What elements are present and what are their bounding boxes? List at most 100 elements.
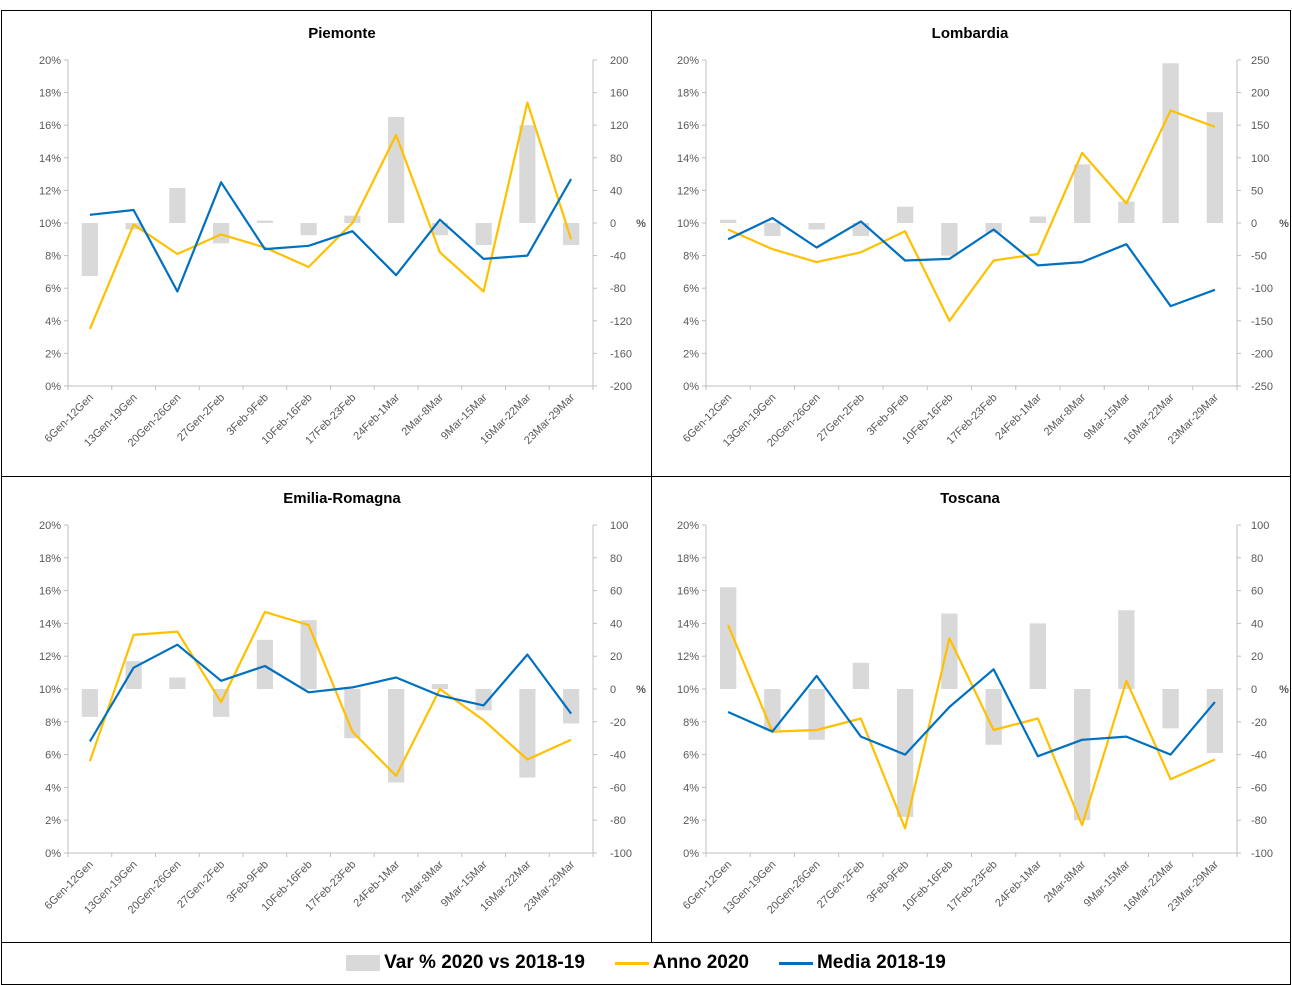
toscana-right-axis-label: % bbox=[1279, 684, 1289, 696]
lombardia-right-axis-label: % bbox=[1279, 218, 1289, 230]
lombardia-bar-var bbox=[1118, 201, 1135, 223]
emilia-romagna-left-tick-label: 8% bbox=[45, 717, 61, 729]
emilia-romagna-right-tick-label: -20 bbox=[610, 717, 626, 729]
piemonte-right-tick-label: -120 bbox=[610, 316, 632, 328]
emilia-romagna-right-tick-label: -80 bbox=[610, 815, 626, 827]
toscana-line-media-2018-19 bbox=[727, 668, 1216, 758]
piemonte-left-tick-label: 16% bbox=[39, 120, 61, 132]
piemonte-bar-var bbox=[213, 223, 230, 244]
emilia-romagna-bar-var bbox=[169, 677, 186, 689]
piemonte-bar-var bbox=[563, 223, 580, 246]
emilia-romagna-x-tick-label: 3Feb-9Feb bbox=[224, 859, 271, 906]
emilia-romagna-left-tick-label: 18% bbox=[39, 553, 61, 565]
emilia-romagna-left-tick-label: 10% bbox=[39, 684, 61, 696]
lombardia-left-tick-label: 10% bbox=[677, 218, 699, 230]
toscana-left-tick-label: 14% bbox=[677, 618, 699, 630]
lombardia-left-tick-label: 8% bbox=[683, 251, 699, 263]
piemonte-left-tick-label: 14% bbox=[39, 153, 61, 165]
piemonte-left-tick-label: 12% bbox=[39, 185, 61, 197]
toscana-x-tick-label: 24Feb-1Mar bbox=[993, 858, 1044, 909]
lombardia-right-tick-label: 50 bbox=[1251, 185, 1263, 197]
lombardia-left-tick-label: 18% bbox=[677, 88, 699, 100]
toscana-bar-var bbox=[1162, 689, 1179, 729]
piemonte-bar-var bbox=[388, 117, 405, 223]
toscana-bar-var bbox=[1206, 689, 1224, 753]
lombardia-left-tick-label: 2% bbox=[683, 348, 699, 360]
emilia-romagna-right-tick-label: 60 bbox=[610, 586, 622, 598]
toscana-right-tick-label: 40 bbox=[1251, 618, 1263, 630]
emilia-romagna-bar-var bbox=[300, 620, 317, 689]
lombardia-line-media-2018-19 bbox=[727, 217, 1216, 308]
toscana-right-tick-label: -40 bbox=[1251, 750, 1267, 762]
lombardia-bar-var bbox=[896, 206, 914, 223]
legend-bar-label: Var % 2020 vs 2018-19 bbox=[384, 952, 585, 973]
legend-item-media: Media 2018-19 bbox=[778, 952, 946, 974]
emilia-romagna-left-tick-label: 2% bbox=[45, 815, 61, 827]
piemonte-right-tick-label: 200 bbox=[610, 55, 628, 67]
piemonte-bar-var bbox=[81, 223, 98, 276]
piemonte-x-tick-label: 3Feb-9Feb bbox=[224, 392, 271, 439]
toscana-left-tick-label: 4% bbox=[683, 782, 699, 794]
lombardia-left-tick-label: 6% bbox=[683, 283, 699, 295]
emilia-romagna-left-tick-label: 16% bbox=[39, 586, 61, 598]
emilia-romagna-x-tick-label: 24Feb-1Mar bbox=[351, 858, 402, 909]
toscana-right-tick-label: -80 bbox=[1251, 815, 1267, 827]
piemonte-title: Piemonte bbox=[308, 25, 376, 42]
toscana-bar-var bbox=[1029, 623, 1047, 689]
toscana-line-anno-2020 bbox=[727, 624, 1216, 830]
lombardia-right-tick-label: 0 bbox=[1251, 218, 1257, 230]
emilia-romagna-left-tick-label: 4% bbox=[45, 782, 61, 794]
lombardia-left-tick-label: 12% bbox=[677, 185, 699, 197]
toscana-bar-var bbox=[985, 689, 1002, 745]
toscana-bar-var bbox=[719, 587, 737, 689]
toscana-left-tick-label: 10% bbox=[677, 684, 699, 696]
piemonte-right-tick-label: 120 bbox=[610, 120, 628, 132]
piemonte-bar-var bbox=[344, 215, 361, 223]
piemonte-line-media-2018-19 bbox=[89, 178, 573, 293]
piemonte-right-tick-label: -80 bbox=[610, 283, 626, 295]
toscana-x-tick-label: 27Gen-2Feb bbox=[815, 859, 867, 911]
emilia-romagna-bar-var bbox=[344, 689, 361, 739]
piemonte-x-tick-label: 2Mar-8Mar bbox=[399, 391, 446, 438]
emilia-romagna-bar-var bbox=[125, 661, 142, 689]
emilia-romagna-left-tick-label: 6% bbox=[45, 750, 61, 762]
emilia-romagna-title: Emilia-Romagna bbox=[283, 490, 401, 507]
emilia-romagna-bar-var bbox=[431, 684, 448, 689]
legend-item-bar: Var % 2020 vs 2018-19 bbox=[346, 952, 585, 974]
toscana-left-tick-label: 8% bbox=[683, 717, 699, 729]
piemonte-right-tick-label: -40 bbox=[610, 251, 626, 263]
toscana-left-tick-label: 6% bbox=[683, 750, 699, 762]
emilia-romagna-x-tick-label: 27Gen-2Feb bbox=[175, 859, 227, 911]
lombardia-right-tick-label: -100 bbox=[1251, 283, 1273, 295]
piemonte-left-tick-label: 18% bbox=[39, 88, 61, 100]
lombardia-right-tick-label: -200 bbox=[1251, 348, 1273, 360]
lombardia-right-tick-label: -50 bbox=[1251, 251, 1267, 263]
legend-media-swatch bbox=[778, 961, 813, 965]
lombardia-bar-var bbox=[1029, 216, 1047, 223]
piemonte-bar-var bbox=[169, 187, 186, 223]
piemonte-right-tick-label: -160 bbox=[610, 348, 632, 360]
toscana-right-tick-label: 80 bbox=[1251, 553, 1263, 565]
emilia-romagna-right-tick-label: 100 bbox=[610, 520, 628, 532]
legend-bar-swatch bbox=[346, 955, 381, 971]
lombardia-line-anno-2020 bbox=[727, 109, 1216, 322]
piemonte-left-tick-label: 6% bbox=[45, 283, 61, 295]
toscana-bar-var bbox=[852, 662, 870, 689]
legend-anno-swatch bbox=[614, 961, 649, 965]
piemonte-bar-var bbox=[475, 223, 492, 246]
lombardia-bar-var bbox=[764, 223, 781, 237]
emilia-romagna-bar-var bbox=[519, 689, 536, 778]
lombardia-right-tick-label: 250 bbox=[1251, 55, 1269, 67]
piemonte-bar-var bbox=[519, 125, 536, 223]
legend-anno-label: Anno 2020 bbox=[652, 952, 749, 973]
lombardia-bar-var bbox=[808, 223, 825, 230]
piemonte-left-tick-label: 8% bbox=[45, 251, 61, 263]
toscana-right-tick-label: 20 bbox=[1251, 651, 1263, 663]
toscana-right-tick-label: 0 bbox=[1251, 684, 1257, 696]
toscana-left-tick-label: 20% bbox=[677, 520, 699, 532]
piemonte-right-tick-label: 80 bbox=[610, 153, 622, 165]
lombardia-x-tick-label: 24Feb-1Mar bbox=[993, 391, 1044, 442]
lombardia-bar-var bbox=[1162, 63, 1179, 224]
